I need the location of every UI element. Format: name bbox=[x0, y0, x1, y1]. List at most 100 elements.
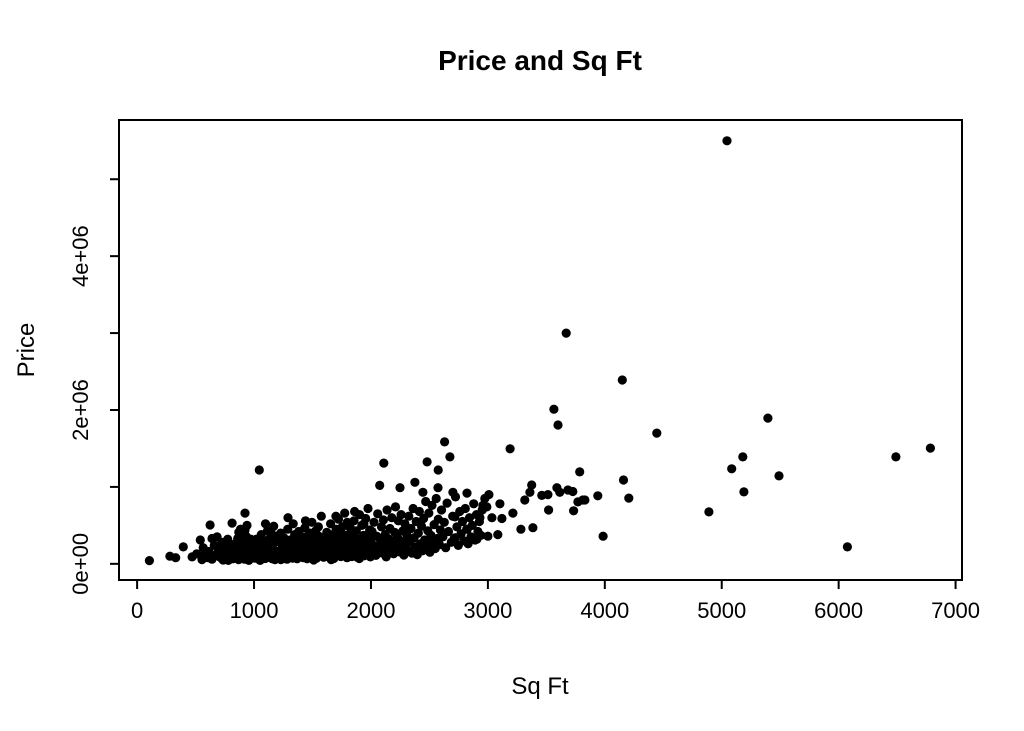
scatter-point bbox=[505, 444, 515, 454]
scatter-point bbox=[424, 508, 434, 518]
scatter-point bbox=[307, 517, 317, 527]
scatter-point bbox=[376, 522, 387, 532]
scatter-point bbox=[739, 487, 749, 497]
scatter-point bbox=[410, 477, 420, 487]
scatter-point bbox=[439, 517, 449, 527]
scatter-point bbox=[445, 452, 455, 462]
scatter-point bbox=[472, 534, 482, 544]
scatter-point bbox=[475, 513, 485, 523]
x-tick-label: 1000 bbox=[230, 598, 279, 623]
scatter-point bbox=[624, 493, 634, 503]
scatter-point bbox=[722, 136, 732, 146]
scatter-point bbox=[520, 495, 530, 505]
scatter-point bbox=[288, 519, 298, 529]
scatter-point bbox=[925, 443, 936, 453]
scatter-point bbox=[283, 513, 293, 523]
scatter-point bbox=[493, 530, 503, 540]
scatter-point bbox=[553, 420, 563, 430]
scatter-point bbox=[404, 511, 414, 521]
scatter-point bbox=[549, 404, 559, 414]
scatter-point bbox=[891, 452, 901, 462]
scatter-point bbox=[618, 475, 629, 485]
scatter-point bbox=[704, 507, 714, 517]
scatter-point bbox=[738, 452, 748, 462]
scatter-point bbox=[422, 457, 432, 467]
scatter-point bbox=[418, 487, 428, 497]
scatter-point bbox=[378, 515, 388, 525]
scatter-point bbox=[727, 464, 737, 474]
scatter-point bbox=[443, 526, 454, 537]
scatter-point bbox=[460, 503, 470, 514]
scatter-point bbox=[462, 524, 472, 534]
scatter-point bbox=[469, 499, 479, 509]
scatter-point bbox=[260, 519, 271, 529]
scatter-point bbox=[414, 506, 424, 517]
scatter-point bbox=[205, 520, 215, 530]
scatter-point bbox=[382, 505, 392, 515]
scatter-point bbox=[413, 528, 423, 538]
scatter-point bbox=[842, 542, 853, 552]
scatter-point bbox=[457, 516, 468, 527]
scatter-point bbox=[450, 512, 460, 522]
y-axis-ticks: 0e+00 2e+06 4e+06 bbox=[68, 178, 119, 595]
scatter-point bbox=[381, 552, 391, 562]
scatter-point bbox=[227, 518, 237, 528]
scatter-point bbox=[464, 513, 475, 523]
plot-border bbox=[118, 119, 963, 581]
scatter-point bbox=[527, 480, 537, 490]
scatter-point bbox=[427, 500, 437, 510]
scatter-point bbox=[333, 514, 344, 524]
y-tick-label: 0e+00 bbox=[68, 533, 93, 595]
scatter-point bbox=[483, 531, 493, 541]
x-tick-label: 5000 bbox=[697, 598, 746, 623]
scatter-point bbox=[580, 495, 590, 505]
scatter-point bbox=[369, 517, 379, 527]
scatter-point bbox=[363, 503, 373, 514]
scatter-point bbox=[349, 516, 359, 526]
scatter-point bbox=[178, 542, 188, 552]
scatter-point bbox=[395, 483, 405, 493]
scatter-point bbox=[652, 428, 662, 438]
scatter-point bbox=[313, 522, 323, 532]
scatter-point bbox=[763, 413, 773, 423]
scatter-point bbox=[396, 509, 406, 520]
scatter-point bbox=[375, 480, 385, 490]
scatter-point bbox=[593, 491, 603, 501]
scatter-point bbox=[435, 525, 445, 535]
scatter-point bbox=[379, 458, 389, 468]
scatter-point bbox=[171, 553, 181, 563]
y-tick-label: 4e+06 bbox=[68, 225, 93, 287]
scatter-point bbox=[478, 500, 488, 510]
scatter-point bbox=[361, 513, 371, 524]
scatter-point bbox=[406, 523, 416, 534]
scatter-point bbox=[450, 533, 460, 543]
scatter-point bbox=[528, 523, 538, 533]
scatter-point bbox=[373, 509, 383, 519]
scatter-point bbox=[516, 524, 526, 534]
scatter-point bbox=[223, 534, 233, 544]
scatter-point bbox=[431, 493, 441, 504]
scatter-point bbox=[269, 521, 279, 531]
x-axis-ticks: 0 1000 2000 3000 4000 5000 6000 7000 bbox=[131, 580, 980, 623]
chart-title: Price and Sq Ft bbox=[438, 45, 642, 76]
scatter-point bbox=[525, 487, 535, 497]
scatter-point bbox=[774, 471, 784, 481]
scatter-point bbox=[555, 487, 565, 497]
scatter-point bbox=[495, 499, 505, 509]
scatter-point bbox=[462, 488, 472, 498]
scatter-point bbox=[561, 328, 571, 338]
scatter-point bbox=[463, 539, 473, 549]
scatter-point bbox=[575, 467, 585, 477]
scatter-point bbox=[340, 508, 350, 518]
scatter-point bbox=[617, 375, 627, 385]
x-tick-label: 7000 bbox=[931, 598, 980, 623]
scatter-point bbox=[508, 508, 518, 518]
x-tick-label: 0 bbox=[131, 598, 143, 623]
scatter-point bbox=[448, 487, 458, 497]
scatter-point bbox=[254, 465, 264, 475]
scatter-point bbox=[568, 486, 578, 497]
y-axis-label: Price bbox=[13, 323, 40, 378]
scatter-point bbox=[433, 483, 443, 493]
scatter-point bbox=[440, 437, 450, 447]
